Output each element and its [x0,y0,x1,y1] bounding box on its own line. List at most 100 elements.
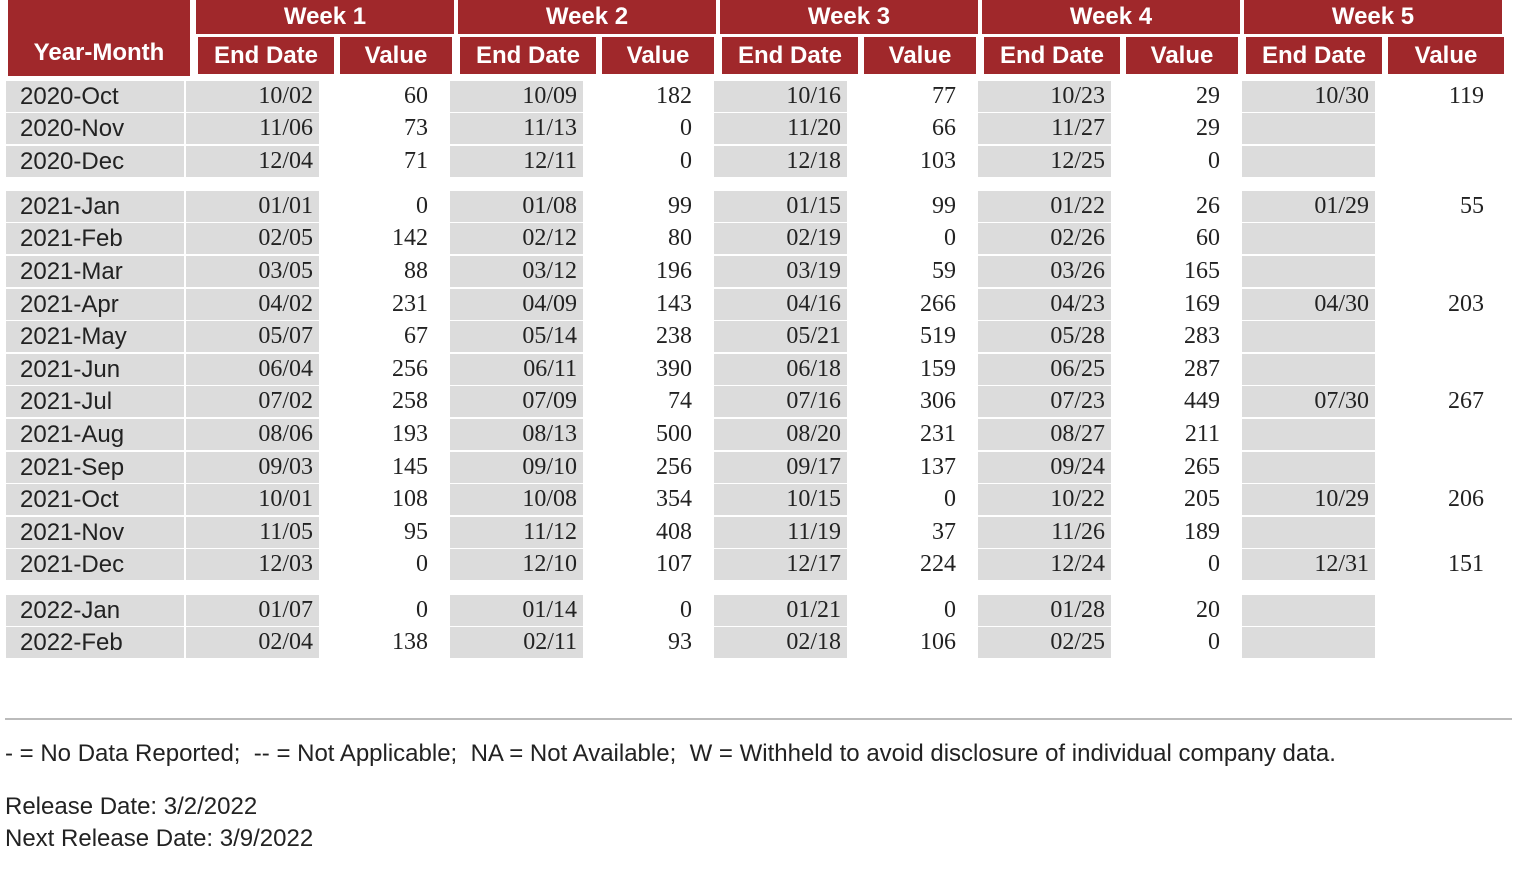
value: 500 [656,421,692,447]
end-date [1242,627,1375,659]
end-date: 06/18 [714,353,847,385]
release-date: Release Date: 3/2/2022 [5,793,258,820]
value: 0 [416,192,428,219]
row-label: 2021-Aug [6,419,184,450]
end-date [1242,113,1375,145]
value: 143 [656,290,692,317]
row-label: 2021-Dec [6,549,184,581]
value: 206 [1448,486,1484,513]
end-date [1242,594,1375,626]
value: 165 [1184,258,1220,284]
value: 71 [404,147,428,174]
column-header: End Date [984,37,1120,74]
value: 20 [1196,596,1220,623]
end-date: 01/07 [186,594,319,626]
value: 29 [1196,82,1220,109]
value: 93 [668,629,692,656]
value: 74 [668,388,692,415]
end-date: 07/30 [1242,386,1375,418]
column-header: Value [1126,37,1238,74]
end-date: 12/04 [186,145,319,177]
week-header: Week 5 [1244,0,1502,34]
value: 0 [944,596,956,623]
end-date: 10/01 [186,484,319,516]
end-date: 10/08 [450,484,583,516]
column-header: Value [340,37,452,74]
row-label: 2020-Oct [6,80,184,112]
value: 283 [1184,323,1220,350]
value: 151 [1448,551,1484,578]
end-date [1242,516,1375,548]
value: 408 [656,518,692,545]
end-date: 04/30 [1242,288,1375,320]
value: 189 [1184,518,1220,545]
value: 196 [656,258,692,284]
column-header: End Date [1246,37,1382,74]
end-date: 07/02 [186,386,319,418]
column-header: Value [1388,37,1504,74]
end-date: 02/18 [714,627,847,659]
value: 306 [920,388,956,415]
end-date: 08/13 [450,419,583,450]
end-date: 08/27 [978,419,1111,450]
value: 0 [680,147,692,174]
value: 0 [944,486,956,513]
value: 193 [392,421,428,447]
end-date: 01/28 [978,594,1111,626]
end-date: 08/20 [714,419,847,450]
value: 59 [932,258,956,284]
end-date: 12/10 [450,549,583,581]
end-date: 01/21 [714,594,847,626]
end-date: 01/01 [186,190,319,222]
row-label: 2022-Feb [6,627,184,659]
end-date: 04/23 [978,288,1111,320]
value: 256 [656,453,692,480]
week-header: Week 2 [458,0,716,34]
end-date: 03/26 [978,256,1111,287]
end-date: 02/05 [186,223,319,255]
value: 95 [404,518,428,545]
end-date: 03/05 [186,256,319,287]
end-date: 12/11 [450,145,583,177]
end-date: 08/06 [186,419,319,450]
end-date: 12/24 [978,549,1111,581]
row-label: 2021-Feb [6,223,184,255]
row-label: 2022-Jan [6,594,184,626]
value: 137 [920,453,956,480]
value: 159 [920,355,956,382]
week-header: Week 4 [982,0,1240,34]
end-date: 11/19 [714,516,847,548]
end-date: 11/06 [186,113,319,145]
value: 256 [392,355,428,382]
value: 258 [392,388,428,415]
end-date: 09/24 [978,451,1111,483]
end-date: 10/29 [1242,484,1375,516]
end-date: 10/30 [1242,80,1375,112]
end-date: 02/04 [186,627,319,659]
legend-note: - = No Data Reported; -- = Not Applicabl… [5,740,1336,767]
end-date: 11/27 [978,113,1111,145]
value: 0 [416,551,428,578]
end-date: 04/16 [714,288,847,320]
end-date: 12/03 [186,549,319,581]
end-date: 05/21 [714,321,847,353]
end-date: 03/12 [450,256,583,287]
next-release-date: Next Release Date: 3/9/2022 [5,825,314,852]
column-header: Value [602,37,714,74]
value: 390 [656,355,692,382]
end-date: 01/22 [978,190,1111,222]
end-date [1242,419,1375,450]
column-header: End Date [722,37,858,74]
end-date: 07/23 [978,386,1111,418]
value: 0 [680,115,692,142]
row-header: Year-Month [8,0,190,76]
row-label: 2020-Nov [6,113,184,145]
value: 73 [404,115,428,142]
value: 449 [1184,388,1220,415]
end-date: 02/11 [450,627,583,659]
end-date: 12/25 [978,145,1111,177]
value: 103 [920,147,956,174]
end-date: 03/19 [714,256,847,287]
end-date: 11/26 [978,516,1111,548]
